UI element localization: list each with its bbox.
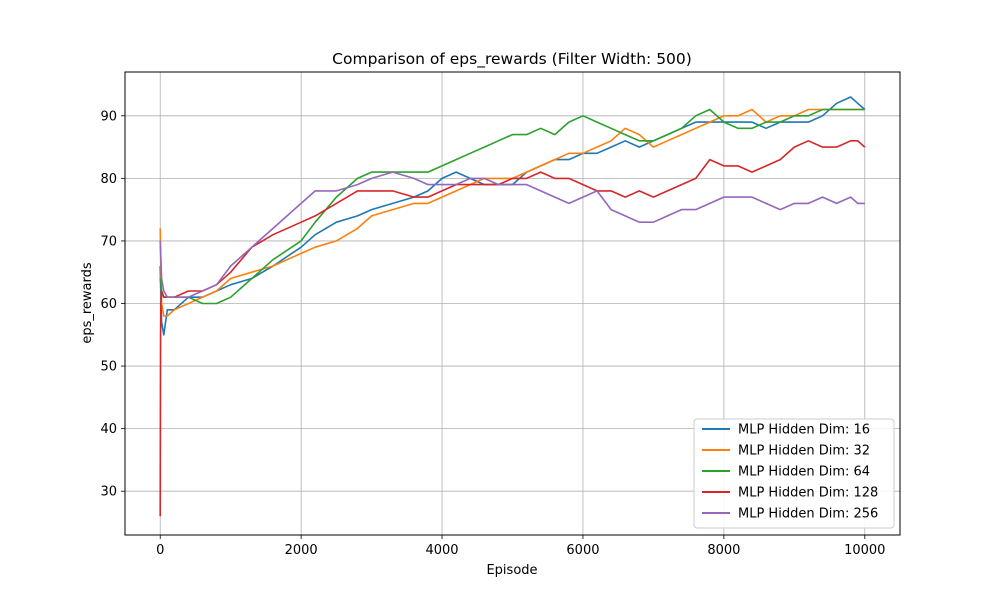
x-tick-label: 2000 [285, 543, 318, 558]
y-tick-label: 90 [100, 109, 117, 124]
x-tick-label: 8000 [707, 543, 740, 558]
chart-title: Comparison of eps_rewards (Filter Width:… [332, 50, 692, 69]
legend-label-1: MLP Hidden Dim: 32 [738, 444, 870, 459]
grid [125, 72, 900, 535]
legend-label-2: MLP Hidden Dim: 64 [738, 465, 870, 480]
x-tick-label: 10000 [844, 543, 885, 558]
series-line-1 [159, 108, 865, 317]
legend-box [693, 418, 895, 529]
x-axis-ticks: 0 2000 4000 6000 8000 10000 [156, 535, 885, 558]
y-tick-label: 50 [100, 360, 117, 375]
legend-label-4: MLP Hidden Dim: 256 [738, 507, 878, 522]
series-line-4 [159, 171, 865, 299]
y-tick-label: 40 [100, 422, 117, 437]
y-axis-label: eps_rewards [80, 262, 95, 344]
y-tick-label: 30 [100, 485, 117, 500]
x-tick-label: 0 [156, 543, 164, 558]
series-line-0 [159, 96, 866, 336]
y-tick-label: 70 [100, 234, 117, 249]
legend: MLP Hidden Dim: 16 MLP Hidden Dim: 32 MLP … [693, 418, 895, 529]
legend-label-3: MLP Hidden Dim: 128 [738, 486, 878, 501]
series-line-2 [159, 108, 865, 305]
x-tick-label: 6000 [566, 543, 599, 558]
y-tick-label: 60 [100, 297, 117, 312]
x-axis-label: Episode [486, 563, 537, 578]
y-axis-ticks: 30 40 50 60 70 80 90 [100, 109, 125, 500]
y-tick-label: 80 [100, 172, 117, 187]
x-tick-label: 4000 [425, 543, 458, 558]
legend-label-0: MLP Hidden Dim: 16 [738, 423, 870, 438]
series-lines [159, 96, 866, 517]
